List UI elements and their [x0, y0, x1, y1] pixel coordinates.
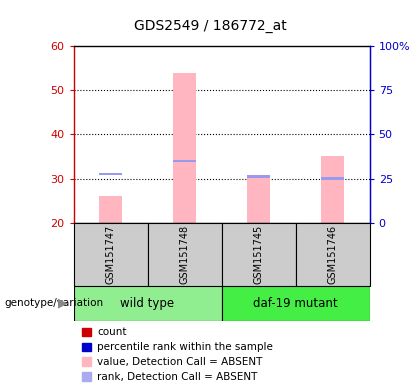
- Text: GSM151745: GSM151745: [254, 225, 264, 284]
- Text: GDS2549 / 186772_at: GDS2549 / 186772_at: [134, 19, 286, 33]
- Text: count: count: [97, 327, 127, 337]
- Bar: [147, 223, 222, 286]
- Bar: [296, 223, 370, 286]
- Bar: [173, 73, 196, 223]
- Text: GSM151747: GSM151747: [105, 225, 116, 284]
- Text: genotype/variation: genotype/variation: [4, 298, 103, 308]
- Bar: [222, 223, 296, 286]
- Bar: [74, 223, 147, 286]
- Bar: [247, 176, 270, 223]
- Text: rank, Detection Call = ABSENT: rank, Detection Call = ABSENT: [97, 372, 258, 382]
- Bar: [74, 286, 222, 321]
- Text: percentile rank within the sample: percentile rank within the sample: [97, 342, 273, 352]
- Bar: [222, 286, 370, 321]
- Text: ▶: ▶: [58, 297, 67, 310]
- Bar: [321, 177, 344, 180]
- Bar: [100, 196, 122, 223]
- Text: GSM151746: GSM151746: [328, 225, 338, 284]
- Text: daf-19 mutant: daf-19 mutant: [253, 297, 338, 310]
- Text: value, Detection Call = ABSENT: value, Detection Call = ABSENT: [97, 357, 263, 367]
- Bar: [321, 157, 344, 223]
- Bar: [247, 175, 270, 178]
- Bar: [100, 173, 122, 175]
- Bar: [173, 160, 196, 162]
- Text: GSM151748: GSM151748: [179, 225, 189, 284]
- Text: wild type: wild type: [121, 297, 175, 310]
